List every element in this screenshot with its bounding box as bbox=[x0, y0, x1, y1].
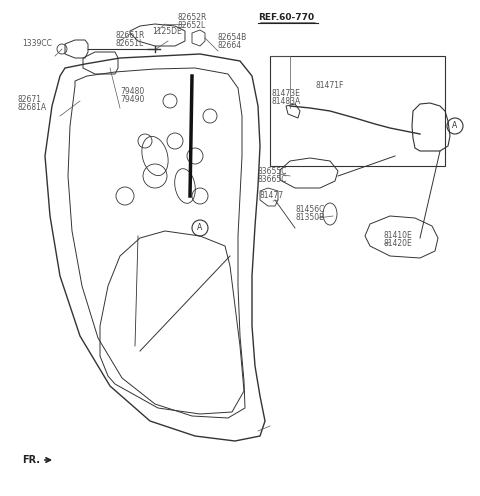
Text: 79480: 79480 bbox=[120, 87, 144, 97]
Text: 83655C: 83655C bbox=[258, 167, 288, 176]
Text: 81471F: 81471F bbox=[316, 81, 344, 90]
Text: 81483A: 81483A bbox=[272, 98, 301, 107]
Text: 81350B: 81350B bbox=[296, 213, 325, 223]
Text: 81456C: 81456C bbox=[296, 205, 325, 214]
Text: REF.60-770: REF.60-770 bbox=[258, 13, 314, 22]
Text: 81420E: 81420E bbox=[383, 240, 412, 248]
Text: 81473E: 81473E bbox=[272, 89, 301, 99]
Text: 82654B: 82654B bbox=[217, 34, 246, 43]
Text: 81477: 81477 bbox=[260, 191, 284, 200]
Text: 82661R: 82661R bbox=[115, 32, 144, 41]
Text: 82651L: 82651L bbox=[115, 40, 143, 49]
Text: A: A bbox=[197, 224, 203, 233]
Text: 82652L: 82652L bbox=[178, 21, 206, 30]
Text: 79490: 79490 bbox=[120, 96, 144, 105]
Text: 82671: 82671 bbox=[18, 96, 42, 105]
Text: 81410E: 81410E bbox=[383, 232, 412, 241]
Text: 82664: 82664 bbox=[217, 42, 241, 51]
Text: 82652R: 82652R bbox=[178, 13, 207, 22]
Text: FR.: FR. bbox=[22, 455, 40, 465]
Text: 1125DE: 1125DE bbox=[152, 26, 182, 36]
Text: A: A bbox=[452, 122, 457, 130]
Text: 1339CC: 1339CC bbox=[22, 40, 52, 49]
Text: 82681A: 82681A bbox=[18, 104, 47, 113]
Text: 83665C: 83665C bbox=[258, 175, 288, 184]
